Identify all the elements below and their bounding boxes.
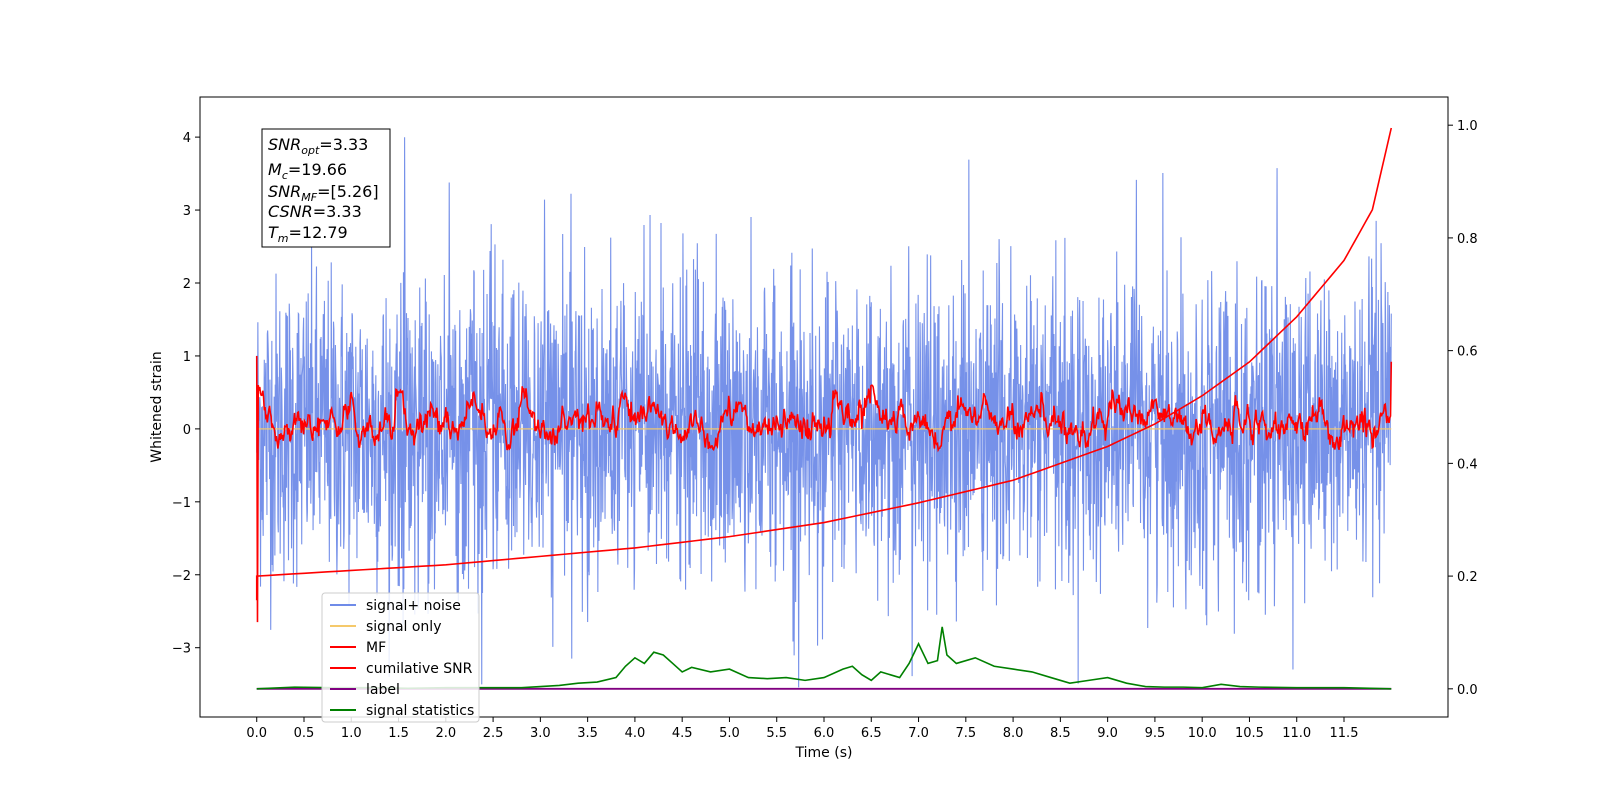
y2-tick-label: 0.8	[1457, 232, 1478, 247]
x-tick-label: 10.0	[1188, 726, 1217, 741]
x-tick-label: 11.5	[1330, 726, 1359, 741]
series-signal-statistics-line	[256, 626, 1392, 690]
y2-tick-label: 0.4	[1457, 457, 1478, 472]
info-tm: Tm=12.79	[268, 223, 348, 245]
legend: signal+ noise signal only MF cumilative SNR…	[321, 592, 480, 723]
series-cumulative-snr-line	[255, 127, 1393, 601]
x-tick-label: 7.0	[908, 726, 929, 741]
x-tick-label: 5.0	[719, 726, 740, 741]
x-tick-label: 11.0	[1282, 726, 1311, 741]
legend-label-signal-statistics: signal statistics	[366, 703, 474, 719]
x-tick-label: 1.5	[388, 726, 409, 741]
x-axis-label: Time (s)	[795, 745, 853, 761]
legend-frame	[321, 592, 480, 723]
x-tick-label: 0.5	[294, 726, 315, 741]
y-tick-label: 4	[183, 131, 191, 146]
x-tick-label: 1.0	[341, 726, 362, 741]
legend-label-mf: MF	[366, 640, 386, 656]
x-tick-label: 4.5	[672, 726, 693, 741]
info-chirp-mass: Mc=19.66	[268, 160, 347, 182]
x-tick-label: 3.0	[530, 726, 551, 741]
x-tick-label: 5.5	[766, 726, 787, 741]
y-tick-label: −1	[172, 496, 191, 511]
y-axis-ticks: 4 3 2 1 0 −1 −2 −3	[172, 131, 200, 657]
x-tick-label: 10.5	[1235, 726, 1264, 741]
y2-tick-label: 1.0	[1457, 119, 1478, 134]
x-tick-label: 2.5	[483, 726, 504, 741]
x-tick-label: 9.5	[1145, 726, 1166, 741]
legend-label-signal-noise: signal+ noise	[366, 598, 461, 614]
y-tick-label: −2	[172, 569, 191, 584]
y2-tick-label: 0.0	[1457, 683, 1478, 698]
y-tick-label: 2	[183, 277, 191, 292]
legend-label-cumulative-snr: cumilative SNR	[366, 661, 473, 677]
x-tick-label: 2.0	[435, 726, 456, 741]
right-y-axis-ticks: 0.0 0.2 0.4 0.6 0.8 1.0	[1448, 119, 1478, 698]
y-axis-label: Whitened strain	[149, 351, 165, 462]
x-axis-ticks: 0.0 0.5 1.0 1.5 2.0 2.5 3.0 3.5 4.0 4.5 5.0 5.5 6.0 6…	[246, 717, 1358, 741]
x-tick-label: 7.5	[955, 726, 976, 741]
x-tick-label: 8.0	[1003, 726, 1024, 741]
info-box-frame	[261, 128, 391, 248]
y-tick-label: −3	[172, 642, 191, 657]
x-tick-label: 9.0	[1097, 726, 1118, 741]
series-signal-noise-line	[256, 137, 1392, 688]
info-snr-mf: SNRMF=[5.26]	[268, 182, 379, 204]
info-csnr: CSNR=3.33	[268, 202, 362, 221]
info-snr-opt: SNRopt=3.33	[268, 135, 368, 157]
y2-tick-label: 0.6	[1457, 345, 1478, 360]
plot-area	[255, 127, 1393, 690]
y-tick-label: 0	[183, 423, 191, 438]
info-box: SNRopt=3.33 Mc=19.66 SNRMF=[5.26] CSNR=3…	[261, 128, 391, 248]
x-tick-label: 6.0	[814, 726, 835, 741]
legend-label-label: label	[366, 682, 400, 698]
y-tick-label: 1	[183, 350, 191, 365]
x-tick-label: 3.5	[577, 726, 598, 741]
series-mf-line	[255, 355, 1393, 623]
y-tick-label: 3	[183, 204, 191, 219]
x-tick-label: 4.0	[625, 726, 646, 741]
y2-tick-label: 0.2	[1457, 570, 1478, 585]
legend-label-signal-only: signal only	[366, 619, 441, 635]
x-tick-label: 8.5	[1050, 726, 1071, 741]
x-tick-label: 6.5	[861, 726, 882, 741]
x-tick-label: 0.0	[246, 726, 267, 741]
